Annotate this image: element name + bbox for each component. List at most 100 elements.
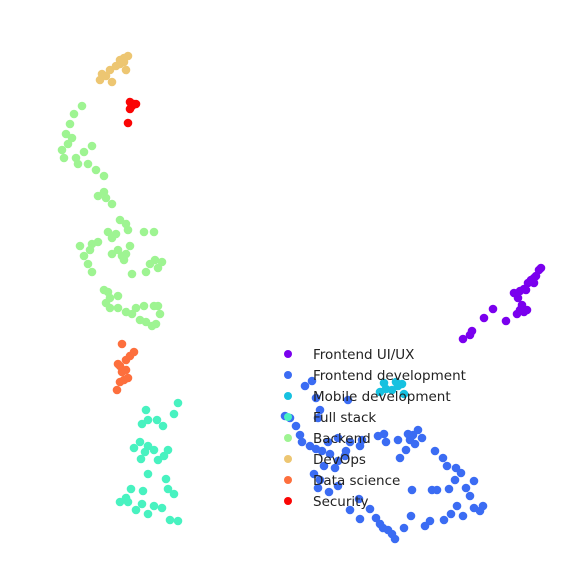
data-point [444, 484, 454, 494]
series-1 [280, 376, 488, 544]
data-point [136, 454, 146, 464]
data-point [379, 378, 389, 388]
data-point [137, 499, 147, 509]
data-point [83, 159, 93, 169]
data-point [379, 429, 389, 439]
data-point [295, 430, 305, 440]
data-point [333, 481, 343, 491]
series-4 [57, 101, 167, 331]
data-point [59, 153, 69, 163]
data-point [393, 435, 403, 445]
legend-entry: Frontend development [284, 368, 466, 384]
data-point [149, 227, 159, 237]
data-point [432, 485, 442, 495]
data-point [107, 199, 117, 209]
legend-marker [284, 413, 292, 421]
data-point [341, 446, 351, 456]
data-point [315, 475, 325, 485]
data-point [333, 433, 343, 443]
data-point [79, 147, 89, 157]
data-point [381, 437, 391, 447]
data-point [131, 99, 141, 109]
data-point [149, 445, 159, 455]
data-point [407, 485, 417, 495]
data-point [157, 503, 167, 513]
data-point [83, 259, 93, 269]
legend-entry: Mobile development [284, 389, 451, 405]
data-point [121, 249, 131, 259]
data-point [446, 509, 456, 519]
data-point [112, 385, 122, 395]
legend-marker [284, 371, 292, 379]
data-point [169, 409, 179, 419]
data-point [442, 461, 452, 471]
data-point [113, 291, 123, 301]
data-point [121, 493, 131, 503]
data-point [319, 461, 329, 471]
data-point [141, 405, 151, 415]
data-point [297, 437, 307, 447]
data-point [119, 57, 129, 67]
data-point [161, 474, 171, 484]
data-point [365, 504, 375, 514]
data-point [391, 377, 401, 387]
data-point [458, 511, 468, 521]
data-point [61, 129, 71, 139]
legend-entry: Data science [284, 473, 400, 489]
data-point [403, 429, 413, 439]
data-point [438, 453, 448, 463]
data-point [305, 441, 315, 451]
data-point [99, 285, 109, 295]
data-point [479, 313, 489, 323]
legend-marker [284, 476, 292, 484]
data-point [425, 516, 435, 526]
data-point [139, 301, 149, 311]
data-point [399, 389, 409, 399]
data-points [57, 51, 546, 544]
data-point [536, 263, 546, 273]
data-point [141, 267, 151, 277]
legend-entry: Security [284, 494, 368, 510]
legend-entry: DevOps [284, 452, 366, 468]
data-point [131, 303, 141, 313]
data-point [123, 118, 133, 128]
data-point [410, 439, 420, 449]
legend-label: Full stack [313, 410, 376, 426]
data-point [395, 453, 405, 463]
data-point [123, 373, 133, 383]
data-point [155, 309, 165, 319]
data-point [163, 484, 173, 494]
data-point [93, 237, 103, 247]
data-point [313, 483, 323, 493]
data-point [117, 339, 127, 349]
data-point [163, 445, 173, 455]
data-point [87, 267, 97, 277]
legend-label: Data science [313, 473, 400, 489]
data-point [399, 523, 409, 533]
data-point [439, 515, 449, 525]
data-point [87, 141, 97, 151]
data-point [138, 486, 148, 496]
data-point [126, 484, 136, 494]
legend-label: Frontend development [313, 368, 466, 384]
data-point [135, 437, 145, 447]
data-point [111, 229, 121, 239]
data-point [450, 475, 460, 485]
data-point [430, 446, 440, 456]
data-point [103, 227, 113, 237]
data-point [343, 395, 353, 405]
data-point [465, 491, 475, 501]
data-point [75, 241, 85, 251]
data-point [143, 509, 153, 519]
legend-marker [284, 497, 292, 505]
data-point [77, 101, 87, 111]
data-point [309, 469, 319, 479]
legend-marker [284, 455, 292, 463]
series-2 [375, 377, 409, 399]
data-point [131, 505, 141, 515]
data-point [458, 334, 468, 344]
data-point [157, 257, 167, 267]
legend-marker [284, 392, 292, 400]
series-5 [95, 51, 133, 87]
